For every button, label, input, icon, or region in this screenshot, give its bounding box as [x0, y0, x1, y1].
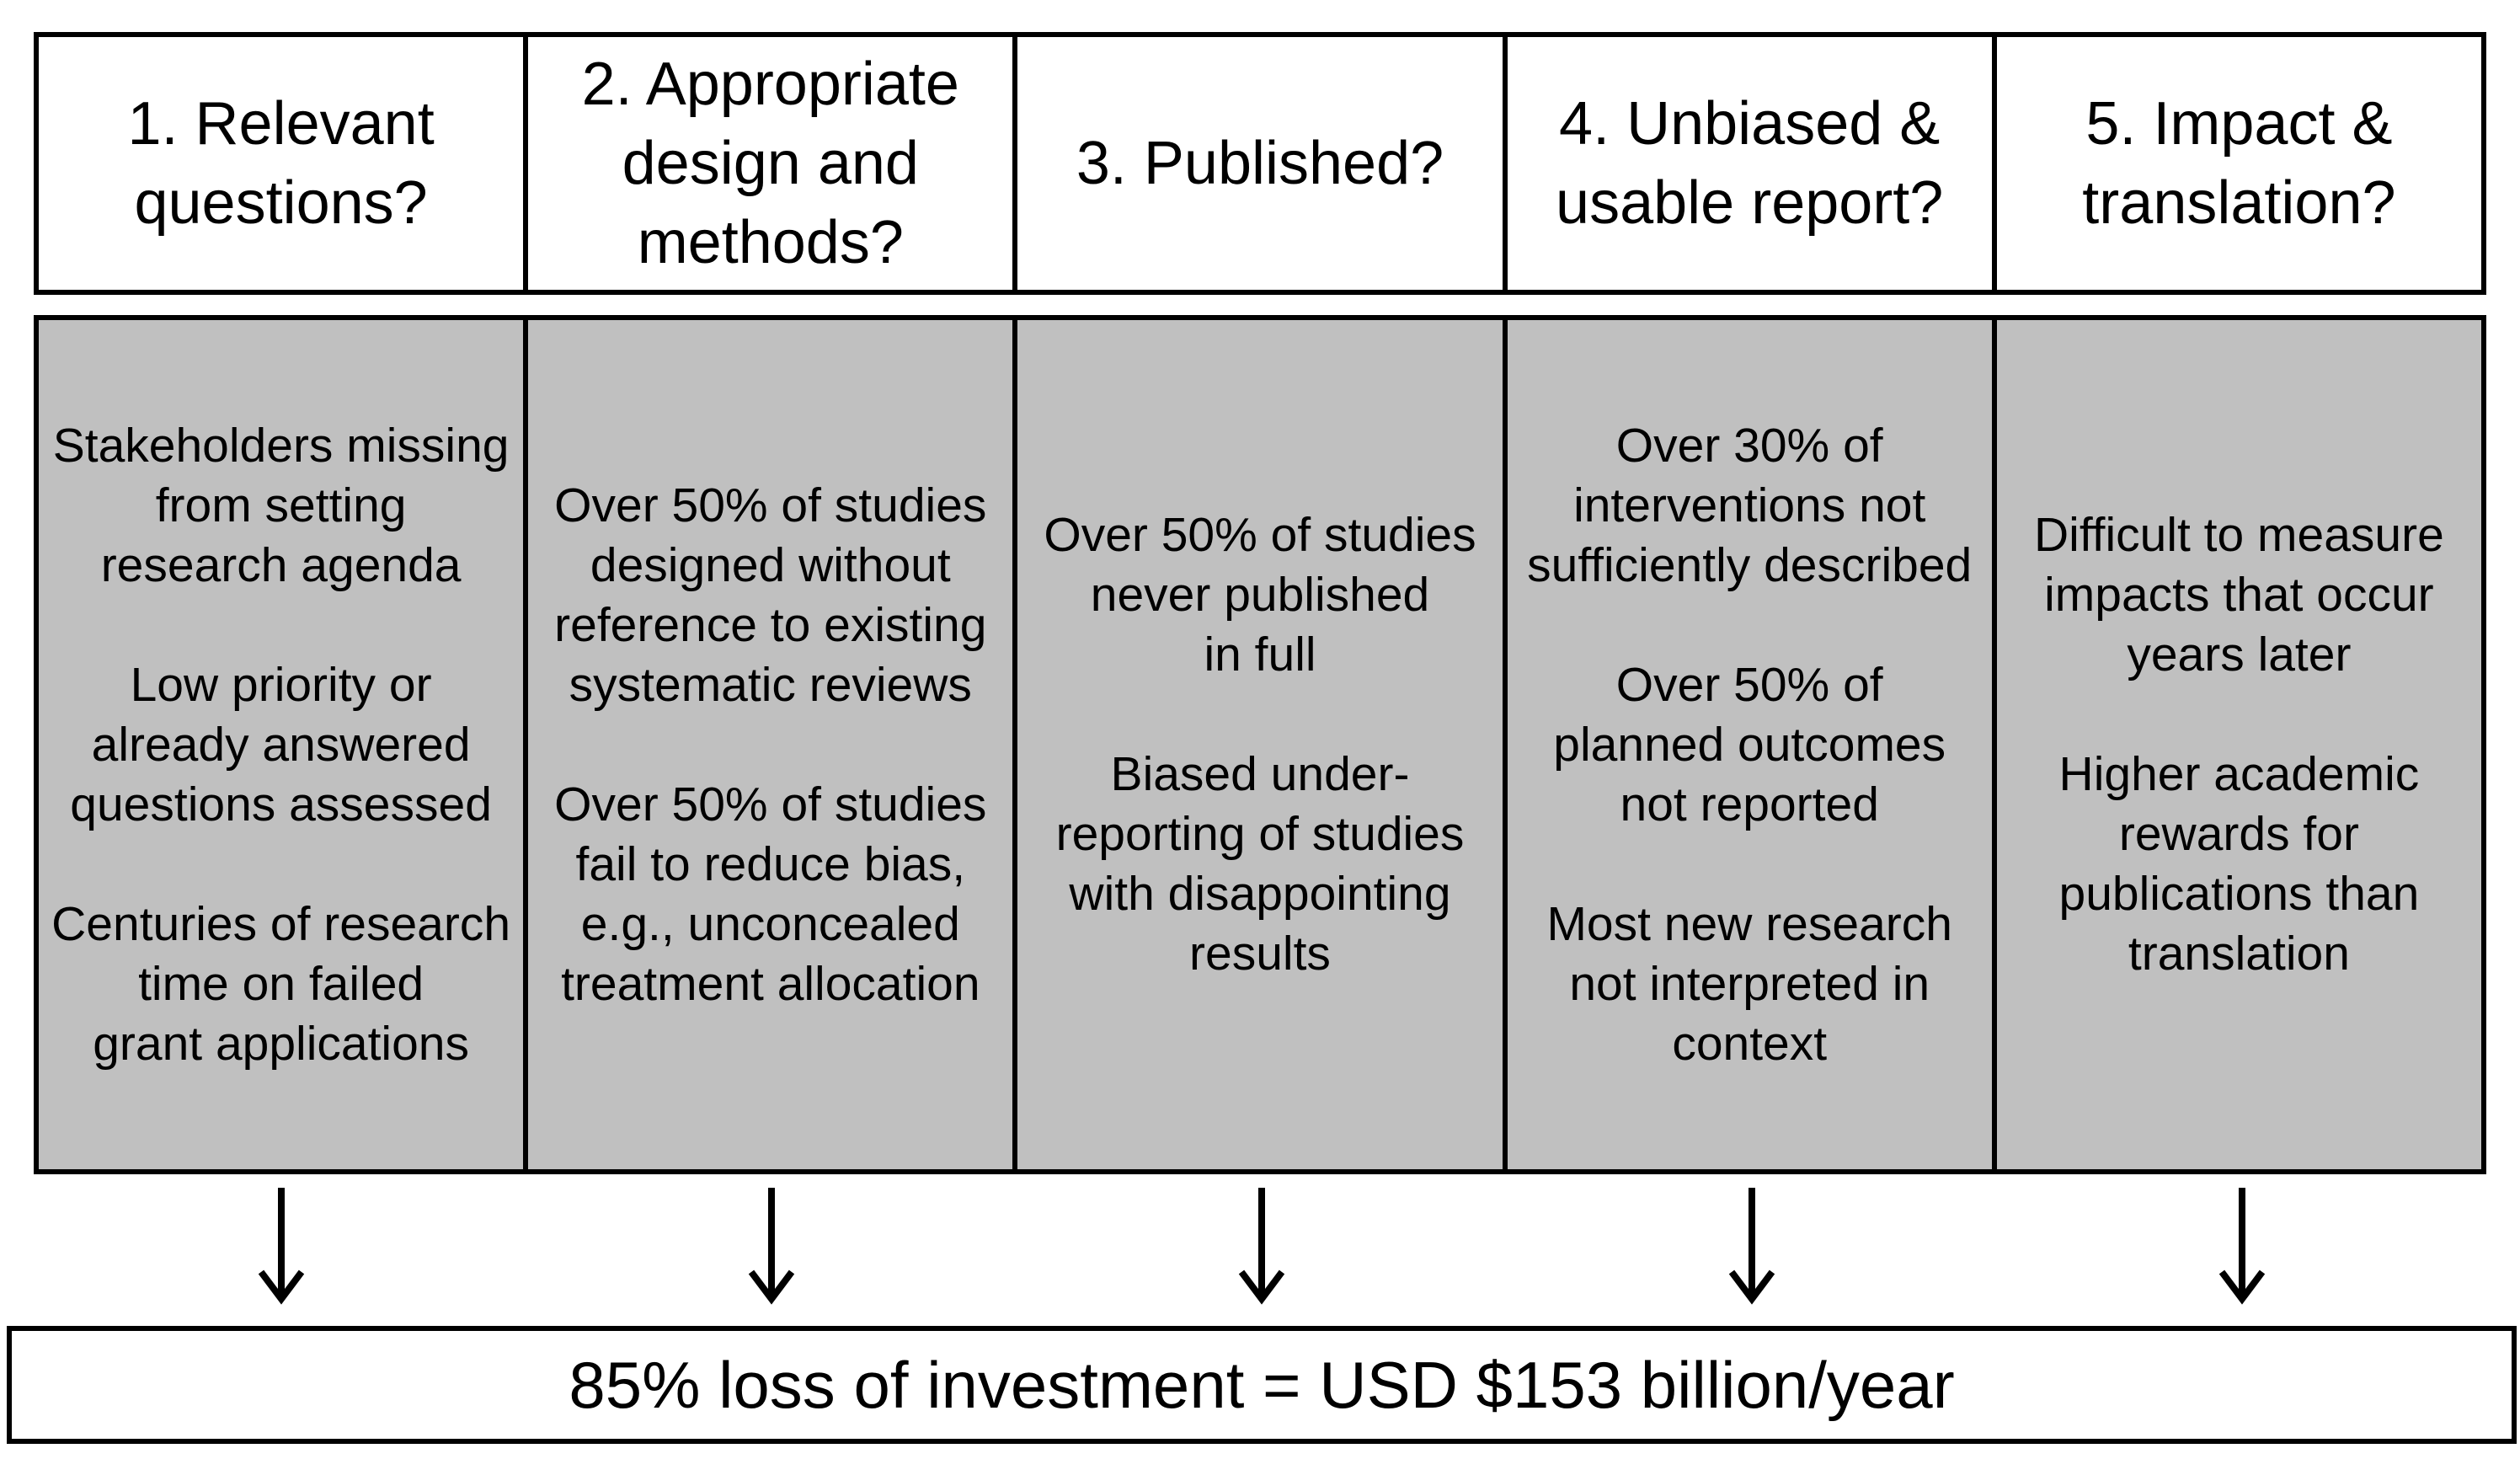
stage-4-details: Over 30% of interventions not sufficient…: [1508, 320, 1997, 1169]
stage-5-point-2: Higher academic rewards for publications…: [2058, 747, 2420, 981]
stage-4-point-2: Over 50% of planned outcomes not reporte…: [1553, 657, 1946, 831]
stage-4-point-1: Over 30% of interventions not sufficient…: [1527, 418, 1973, 592]
stage-3-point-1: Over 50% of studies never published in f…: [1044, 508, 1476, 681]
stage-2-details: Over 50% of studies designed without ref…: [528, 320, 1018, 1169]
down-arrow-icon: [748, 1188, 795, 1305]
stage-1-point-1: Stakeholders missing from setting resear…: [52, 418, 510, 592]
stage-1-details: Stakeholders missing from setting resear…: [39, 320, 529, 1169]
down-arrow-icon: [1238, 1188, 1285, 1305]
stage-3-point-2: Biased under- reporting of studies with …: [1055, 747, 1465, 981]
down-arrow-icon: [2218, 1188, 2266, 1305]
stage-3-header: 3. Published?: [1017, 37, 1508, 290]
stage-4-point-3: Most new research not interpreted in con…: [1546, 896, 1952, 1071]
stage-3-details: Over 50% of studies never published in f…: [1017, 320, 1508, 1169]
stage-2-header: 2. Appropriate design and methods?: [528, 37, 1018, 290]
stage-1-header: 1. Relevant questions?: [39, 37, 529, 290]
down-arrow-icon: [1728, 1188, 1775, 1305]
stage-4-header: 4. Unbiased & usable report?: [1508, 37, 1997, 290]
down-arrow-icon: [258, 1188, 305, 1305]
stage-5-header: 5. Impact & translation?: [2082, 90, 2396, 237]
stage-5-point-1: Difficult to measure impacts that occur …: [2034, 508, 2444, 681]
stage-5-details: Difficult to measure impacts that occur …: [1997, 320, 2481, 1169]
investment-loss-summary: 85% loss of investment = USD $153 billio…: [7, 1326, 2517, 1444]
stage-1-point-3: Centuries of research time on failed gra…: [51, 896, 511, 1071]
stage-detail-row: Stakeholders missing from setting resear…: [34, 315, 2486, 1174]
stage-1-point-2: Low priority or already answered questio…: [70, 657, 492, 831]
stage-2-point-2: Over 50% of studies fail to reduce bias,…: [554, 777, 987, 1011]
stage-2-point-1: Over 50% of studies designed without ref…: [554, 478, 987, 712]
stage-header-row: 1. Relevant questions? 2. Appropriate de…: [34, 32, 2486, 295]
